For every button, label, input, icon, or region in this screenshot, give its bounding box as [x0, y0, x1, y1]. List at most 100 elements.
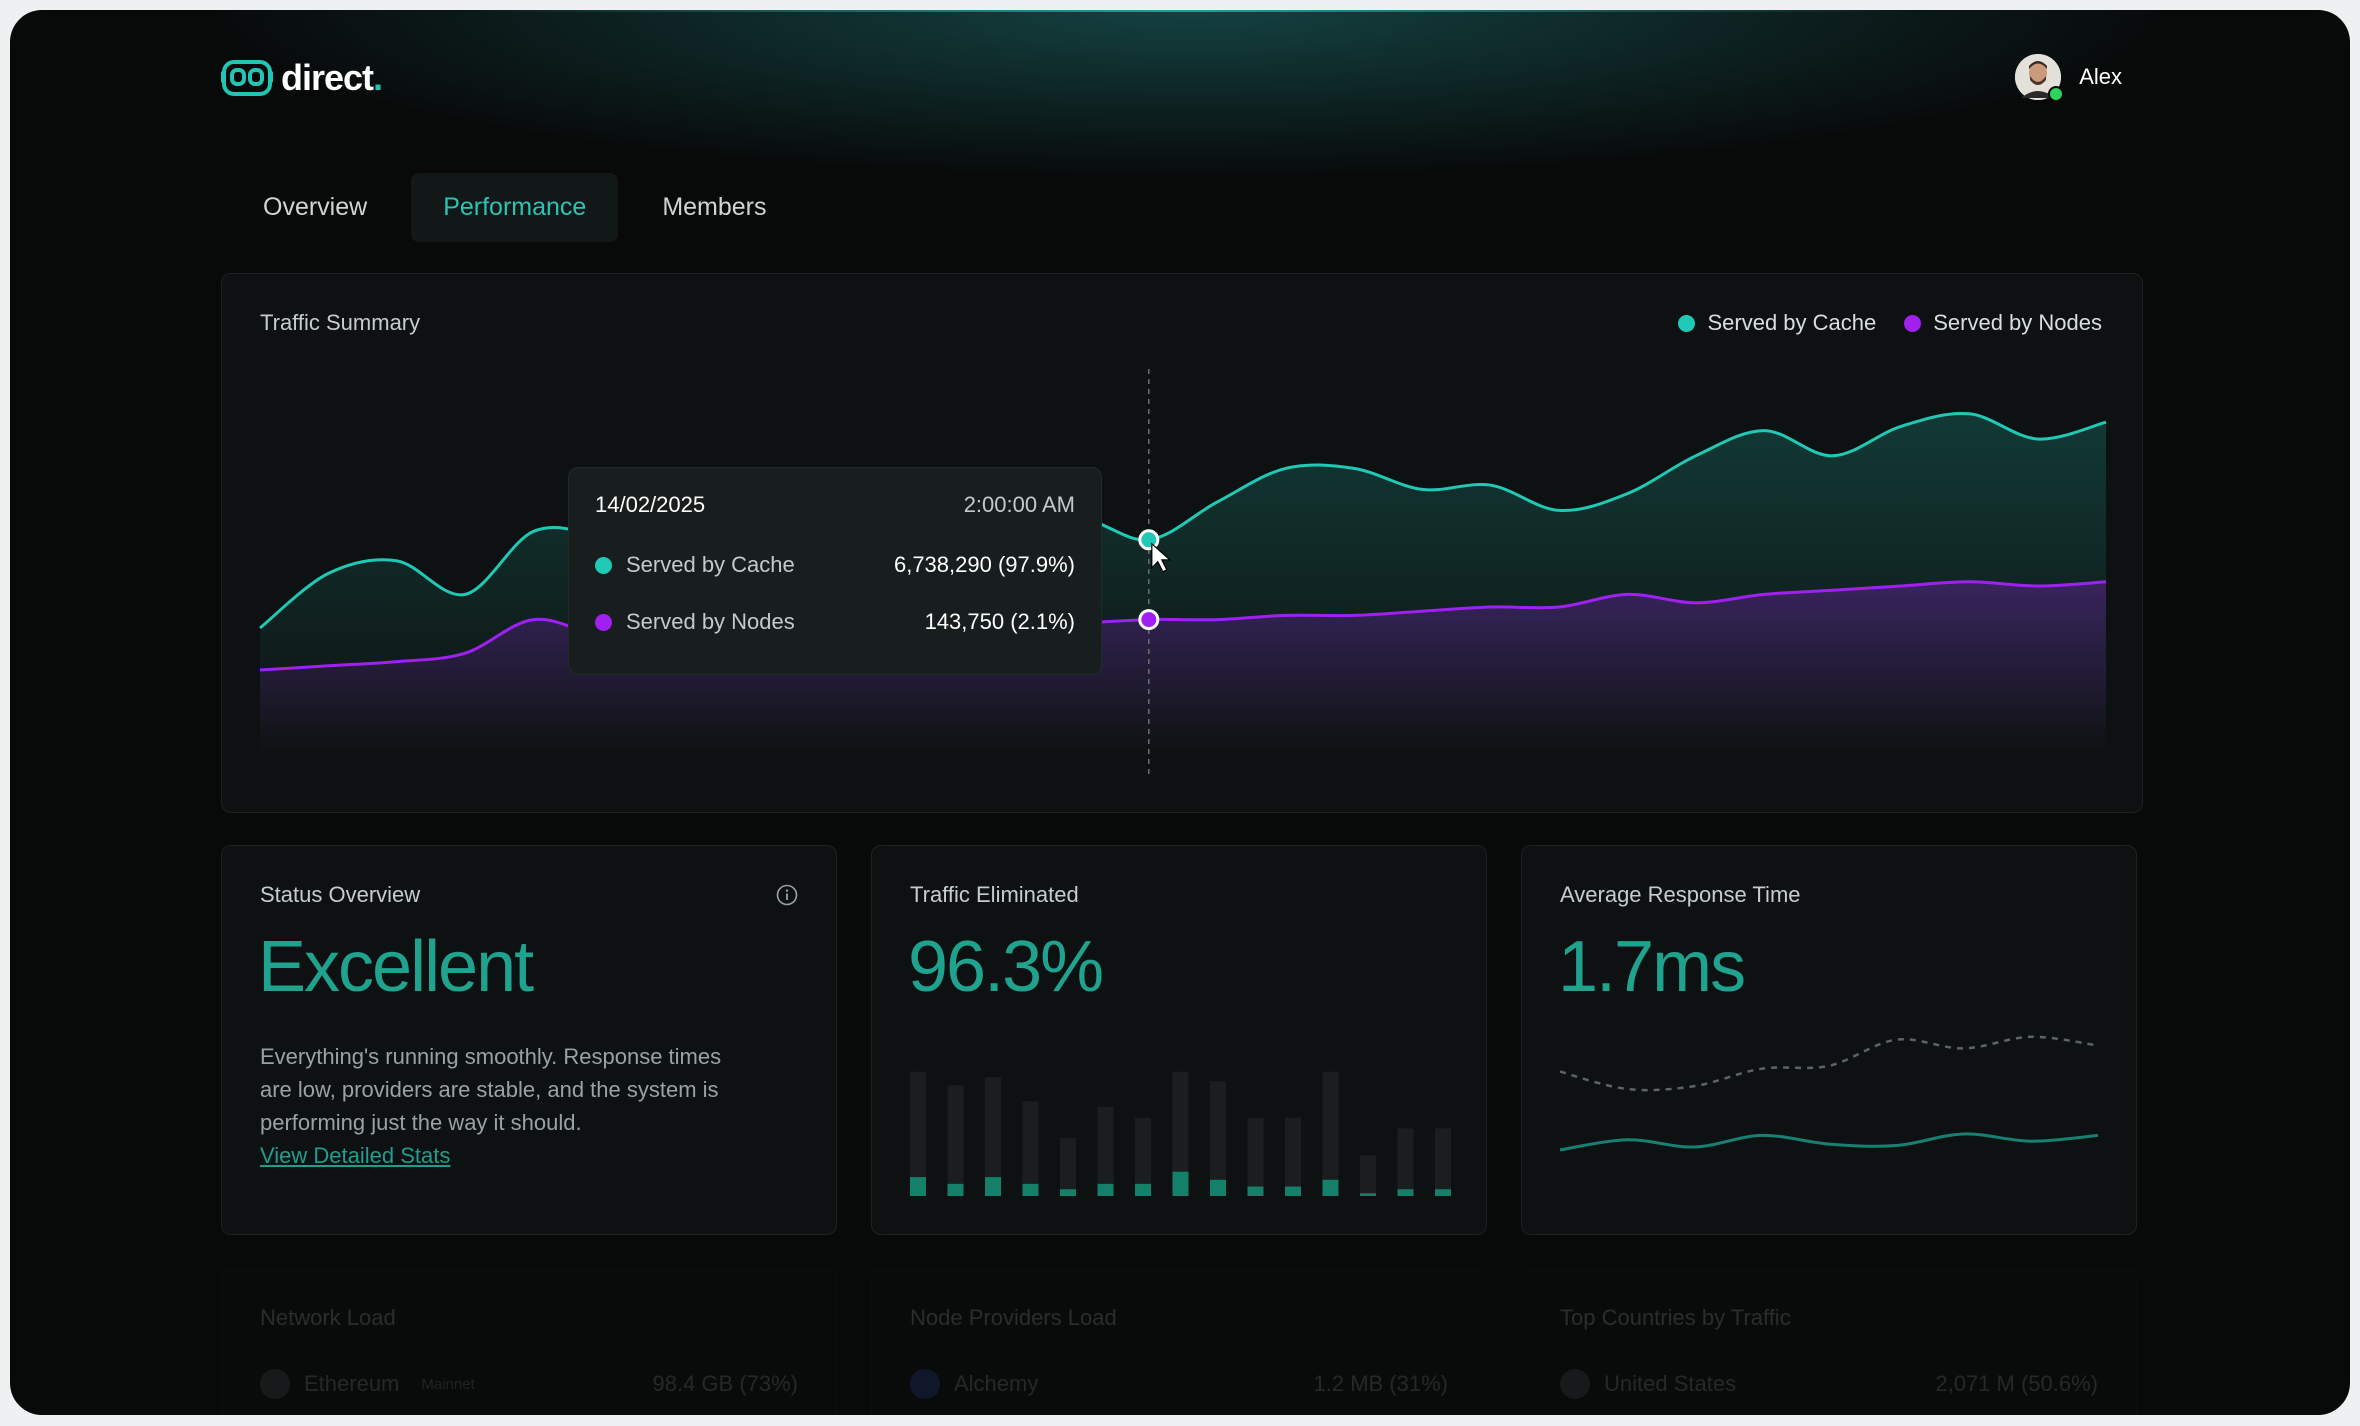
bar-total	[910, 1071, 926, 1196]
view-detailed-stats-link[interactable]: View Detailed Stats	[260, 1143, 451, 1168]
bar-eliminated	[1322, 1179, 1339, 1196]
bar-eliminated	[1435, 1189, 1451, 1196]
us-flag-icon	[1560, 1369, 1590, 1399]
tooltip-row-cache: Served by Cache 6,738,290 (97.9%)	[595, 552, 1075, 578]
top-countries-card: Top Countries by Traffic United States 2…	[1521, 1268, 2137, 1415]
node-providers-load-row-label: Alchemy	[954, 1371, 1039, 1396]
bar-eliminated	[985, 1177, 1001, 1196]
bar-eliminated	[1210, 1179, 1226, 1196]
bar-total	[1247, 1117, 1264, 1196]
average-response-time-title: Average Response Time	[1560, 882, 1801, 907]
traffic-summary-card: Traffic Summary Served by Cache Served b…	[221, 273, 2143, 813]
legend-nodes-swatch	[1904, 314, 1922, 332]
legend-item-nodes[interactable]: Served by Nodes	[1904, 310, 2102, 336]
chart-legend: Served by Cache Served by Nodes	[1678, 310, 2102, 336]
tooltip-nodes-value: 143,750 (2.1%)	[924, 609, 1075, 634]
alchemy-icon	[910, 1369, 940, 1399]
bar-eliminated	[1397, 1189, 1414, 1196]
hover-point-nodes[interactable]	[1138, 609, 1160, 631]
bar-total	[1135, 1117, 1151, 1196]
series-line-cache	[259, 411, 2107, 630]
tab-overview[interactable]: Overview	[263, 193, 368, 221]
user-menu[interactable]: Alex	[2015, 54, 2122, 102]
status-description: Everything's running smoothly. Response …	[260, 1040, 740, 1172]
bar-eliminated	[910, 1177, 926, 1196]
tab-performance[interactable]: Performance	[411, 173, 619, 242]
bar-total	[1022, 1101, 1039, 1196]
bar-eliminated	[947, 1183, 964, 1196]
tooltip-date: 14/02/2025	[595, 492, 706, 517]
node-providers-load-card: Node Providers Load Alchemy 1.2 MB (31%)	[871, 1268, 1487, 1415]
ethereum-icon	[260, 1369, 290, 1399]
network-load-row-value: 98.4 GB (73%)	[652, 1371, 798, 1396]
bar-eliminated	[1022, 1183, 1039, 1196]
top-countries-row-label: United States	[1604, 1371, 1737, 1396]
top-countries-title: Top Countries by Traffic	[1560, 1305, 1791, 1330]
response-time-sparkline	[1559, 1035, 2099, 1152]
tooltip-cache-label: Served by Cache	[626, 552, 795, 577]
logo-icon	[221, 60, 273, 96]
tooltip-row-nodes: Served by Nodes 143,750 (2.1%)	[595, 609, 1075, 635]
traffic-eliminated-value: 96.3%	[908, 927, 1104, 1007]
node-providers-load-row: Alchemy 1.2 MB (31%)	[910, 1369, 1448, 1399]
network-load-card: Network Load Ethereum Mainnet 98.4 GB (73…	[221, 1268, 837, 1415]
tooltip-nodes-label: Served by Nodes	[626, 609, 795, 634]
app-window: direct. Alex Overview Performance Member…	[10, 10, 2350, 1415]
user-name: Alex	[2079, 64, 2122, 89]
traffic-chart[interactable]	[222, 274, 2142, 812]
node-providers-load-title: Node Providers Load	[910, 1305, 1117, 1330]
response-line-current	[1559, 1132, 2099, 1152]
status-overview-title: Status Overview	[260, 882, 421, 907]
bar-total	[1060, 1137, 1076, 1196]
bar-eliminated	[1060, 1189, 1076, 1196]
node-providers-load-row-value: 1.2 MB (31%)	[1313, 1371, 1449, 1396]
legend-item-cache[interactable]: Served by Cache	[1678, 310, 1876, 336]
network-load-row: Ethereum Mainnet 98.4 GB (73%)	[260, 1369, 798, 1399]
bar-total	[1360, 1155, 1376, 1196]
response-line-previous	[1559, 1035, 2099, 1092]
status-value: Excellent	[258, 927, 534, 1007]
bar-total	[1322, 1071, 1339, 1196]
bar-total	[1397, 1128, 1414, 1196]
online-status-indicator	[2048, 86, 2065, 102]
tooltip-cache-swatch	[595, 556, 612, 574]
bar-total	[947, 1085, 964, 1196]
tooltip-time: 2:00:00 AM	[963, 492, 1075, 517]
bar-total	[1435, 1128, 1451, 1196]
network-load-row-tag: Mainnet	[421, 1375, 475, 1393]
bar-total	[985, 1077, 1001, 1196]
tooltip-nodes-swatch	[595, 613, 612, 631]
logo-wordmark: direct.	[281, 57, 383, 98]
legend-cache-swatch	[1678, 314, 1696, 332]
network-load-title: Network Load	[260, 1305, 396, 1330]
top-countries-row-value: 2,071 M (50.6%)	[1935, 1371, 2098, 1396]
bar-total	[1172, 1071, 1189, 1196]
status-overview-card: Status Overview Excellent Everything's r…	[221, 845, 837, 1235]
traffic-eliminated-bars	[910, 1071, 1451, 1196]
tab-members[interactable]: Members	[662, 193, 767, 221]
bar-eliminated	[1247, 1186, 1264, 1196]
series-line-nodes	[259, 580, 2107, 672]
traffic-summary-title: Traffic Summary	[260, 310, 421, 335]
bar-total	[1210, 1081, 1226, 1196]
average-response-time-card: Average Response Time 1.7ms	[1521, 845, 2137, 1235]
avatar-image	[2015, 54, 2062, 100]
top-countries-row: United States 2,071 M (50.6%)	[1560, 1369, 2098, 1399]
bar-eliminated	[1135, 1183, 1151, 1196]
bar-eliminated	[1285, 1186, 1301, 1196]
hover-point-cache[interactable]	[1138, 529, 1160, 551]
logo[interactable]: direct.	[221, 57, 383, 99]
chart-tooltip: 14/02/2025 2:00:00 AM Served by Cache 6,…	[568, 467, 1102, 675]
traffic-eliminated-card: Traffic Eliminated 96.3%	[871, 845, 1487, 1235]
area-fill-nodes	[260, 581, 2106, 754]
average-response-time-value: 1.7ms	[1558, 927, 1746, 1007]
tooltip-cache-value: 6,738,290 (97.9%)	[893, 552, 1075, 577]
legend-cache-label: Served by Cache	[1707, 310, 1877, 335]
tooltip-header: 14/02/2025 2:00:00 AM	[595, 492, 1075, 518]
legend-nodes-label: Served by Nodes	[1933, 310, 2102, 335]
bar-eliminated	[1172, 1171, 1189, 1196]
tab-bar: Overview Performance Members	[231, 173, 799, 242]
bar-total	[1097, 1106, 1114, 1196]
info-icon[interactable]	[776, 884, 798, 906]
avatar[interactable]	[2015, 54, 2065, 102]
